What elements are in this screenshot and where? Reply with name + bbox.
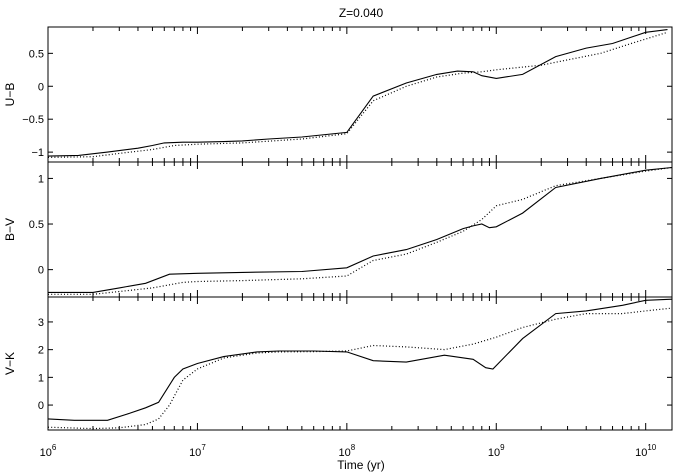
panel-3: 0 1 2 3 V−K — [3, 296, 673, 431]
panel-frame — [47, 161, 673, 298]
series-line-solid — [47, 298, 673, 421]
y-axis-label: B−V — [3, 218, 17, 241]
series-line-dotted — [48, 166, 673, 295]
series-line-dotted — [47, 31, 668, 158]
y-axis-label: V−K — [3, 352, 17, 375]
x-tick-label: 106 — [40, 443, 57, 459]
x-axis-label: Time (yr) — [337, 458, 385, 472]
y-tick-label: 0.5 — [29, 48, 44, 60]
y-tick-label: 2 — [38, 345, 44, 357]
y-tick-label: 1 — [38, 173, 44, 185]
panel-2: 0 0.5 1 B−V — [3, 161, 673, 298]
series-line-solid — [47, 29, 668, 157]
chart-title: Z=0.040 — [339, 6, 384, 20]
x-tick-label: 1010 — [635, 443, 657, 459]
y-tick-label: −0.5 — [22, 114, 44, 126]
y-tick-label: 0 — [38, 400, 44, 412]
panel-frame — [47, 26, 673, 163]
series-line-solid — [48, 166, 673, 293]
y-tick-label: 0.5 — [29, 219, 44, 231]
y-tick-label: 3 — [38, 317, 44, 329]
y-tick-label: −1 — [31, 147, 44, 159]
panel-1: −1 −0.5 0 0.5 U−B — [3, 26, 673, 163]
y-axis-label: U−B — [3, 83, 17, 107]
y-tick-label: 0 — [38, 265, 44, 277]
y-tick-label: 1 — [38, 372, 44, 384]
x-tick-label: 107 — [189, 443, 206, 459]
y-tick-label: 0 — [38, 81, 44, 93]
series-line-dotted — [47, 307, 673, 430]
x-tick-label: 109 — [488, 443, 505, 459]
x-tick-label: 108 — [338, 443, 355, 459]
panel-frame — [47, 296, 673, 431]
